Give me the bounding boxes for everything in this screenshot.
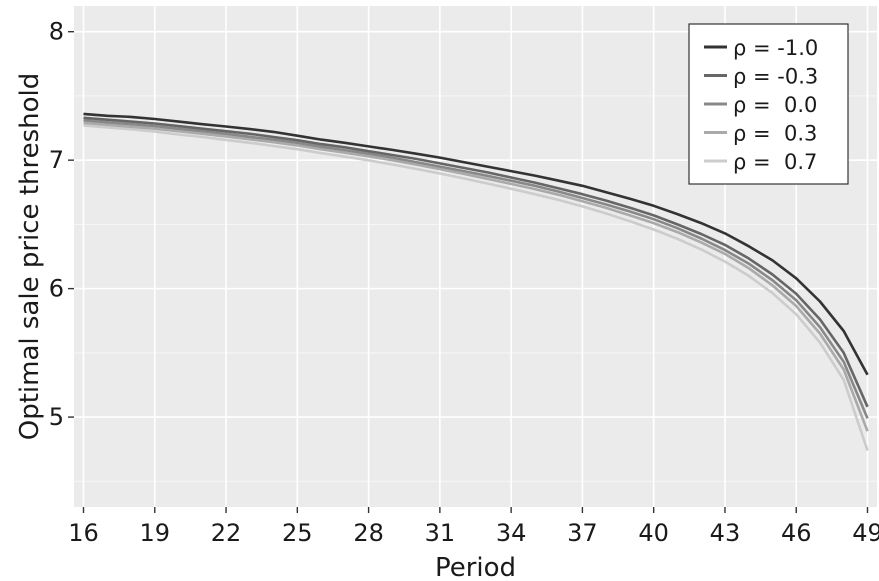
y-tick-label: 6 bbox=[49, 275, 64, 303]
legend: ρ = -1.0 ρ = -0.3 ρ = 0.0 ρ = 0.3 ρ = 0.7 bbox=[688, 23, 849, 185]
x-tick-label: 31 bbox=[425, 519, 456, 547]
legend-label: ρ = 0.0 bbox=[733, 93, 817, 117]
x-tick-label: 34 bbox=[496, 519, 527, 547]
x-tick-label: 37 bbox=[567, 519, 598, 547]
x-tick-label: 22 bbox=[211, 519, 242, 547]
x-tick-label: 19 bbox=[140, 519, 171, 547]
x-tick-label: 43 bbox=[710, 519, 741, 547]
x-tick-label: 46 bbox=[781, 519, 812, 547]
y-tick-label: 7 bbox=[49, 146, 64, 174]
y-tick-label: 8 bbox=[49, 18, 64, 46]
y-axis-ticks: 5 6 7 8 bbox=[49, 18, 74, 431]
x-tick-label: 49 bbox=[852, 519, 879, 547]
series-line bbox=[83, 121, 869, 432]
legend-label: ρ = 0.3 bbox=[733, 122, 817, 146]
y-axis-title: Optimal sale price threshold bbox=[15, 73, 45, 441]
series-line bbox=[83, 116, 869, 408]
x-axis-ticks: 16 19 22 25 28 31 34 37 40 43 46 49 bbox=[68, 507, 879, 547]
legend-label: ρ = 0.7 bbox=[733, 150, 817, 174]
x-tick-label: 25 bbox=[282, 519, 313, 547]
series-line bbox=[83, 124, 869, 451]
x-tick-label: 28 bbox=[353, 519, 384, 547]
x-tick-label: 40 bbox=[638, 519, 669, 547]
legend-label: ρ = -1.0 bbox=[733, 36, 818, 60]
series-lines bbox=[83, 112, 869, 451]
series-line bbox=[83, 119, 869, 419]
grid-lines bbox=[74, 6, 877, 507]
x-axis-title: Period bbox=[435, 553, 516, 581]
y-tick-label: 5 bbox=[49, 403, 64, 431]
x-tick-label: 16 bbox=[68, 519, 99, 547]
legend-label: ρ = -0.3 bbox=[733, 65, 818, 89]
series-line bbox=[83, 112, 869, 376]
